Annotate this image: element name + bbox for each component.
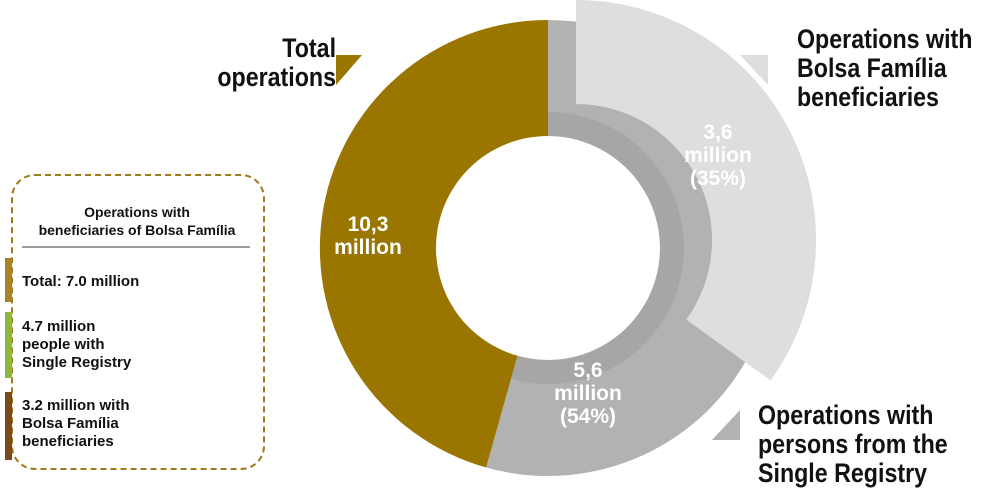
slice-inner-ring <box>511 112 684 385</box>
data-label-bolsa-value: 3,6 <box>703 121 733 144</box>
callout-total-operations: Total operations <box>217 34 336 92</box>
legend-item-total: Total: 7.0 million <box>22 273 139 291</box>
callout-bolsa-familia: Operations with Bolsa Família beneficiar… <box>797 25 972 112</box>
data-label-single-value: 5,6 <box>573 359 603 382</box>
data-label-single-unit: million <box>554 382 622 405</box>
data-label-bolsa-percent: (35%) <box>689 167 747 190</box>
data-label-bolsa: 3,6 million (35%) <box>658 121 778 190</box>
data-label-total-value: 10,3 <box>347 213 389 236</box>
legend-item-bolsa-line2: Bolsa Família <box>22 415 119 432</box>
data-label-single-percent: (54%) <box>559 405 617 428</box>
data-label-total: 10,3 million <box>318 213 418 259</box>
legend-item-bolsa-line3: beneficiaries <box>22 433 114 450</box>
callout-single-line1: Operations with <box>758 400 934 430</box>
callout-total-line2: operations <box>217 62 337 92</box>
legend-item-single-line2: people with <box>22 336 105 353</box>
legend-item-total-line1: Total: 7.0 million <box>22 273 140 290</box>
legend-item-single-registry: 4.7 million people with Single Registry <box>22 318 131 372</box>
callout-bolsa-line2: Bolsa Família <box>797 53 947 83</box>
legend-item-single-line3: Single Registry <box>22 354 132 371</box>
legend-swatch-single-registry <box>5 312 12 378</box>
legend-title: Operations with beneficiaries of Bolsa F… <box>22 203 252 239</box>
callout-single-line3: Single Registry <box>758 458 928 488</box>
legend-box <box>11 174 265 470</box>
callout-marker-total <box>336 55 362 85</box>
callout-single-registry: Operations with persons from the Single … <box>758 401 948 488</box>
legend-title-line1: Operations with <box>84 204 190 220</box>
legend-title-line2: beneficiaries of Bolsa Família <box>38 222 236 238</box>
data-label-single: 5,6 million (54%) <box>528 359 648 428</box>
legend-item-bolsa-line1: 3.2 million with <box>22 397 130 414</box>
callout-marker-single <box>712 410 740 440</box>
callout-total-line1: Total <box>282 33 337 63</box>
legend-swatch-bolsa <box>5 392 12 460</box>
callout-single-line2: persons from the <box>758 429 948 459</box>
legend-divider <box>22 246 250 248</box>
callout-marker-bolsa <box>740 55 768 85</box>
slice-total-operations <box>319 19 548 468</box>
callout-bolsa-line3: beneficiaries <box>797 82 939 112</box>
callout-bolsa-line1: Operations with <box>797 24 973 54</box>
legend-swatch-total <box>5 258 12 302</box>
legend-item-single-line1: 4.7 million <box>22 318 96 335</box>
data-label-bolsa-unit: million <box>684 144 752 167</box>
data-label-total-unit: million <box>334 236 402 259</box>
legend-item-bolsa: 3.2 million with Bolsa Família beneficia… <box>22 397 130 451</box>
slice-bolsa-familia <box>576 0 816 381</box>
